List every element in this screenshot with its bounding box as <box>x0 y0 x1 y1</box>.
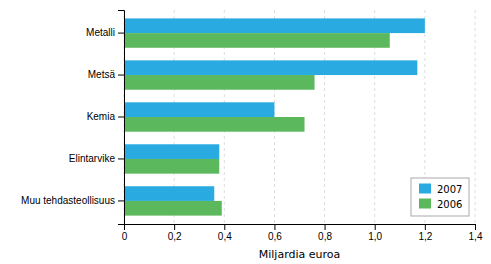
y-tick-mark <box>118 33 124 34</box>
x-tick-label: 0,6 <box>268 231 282 242</box>
x-tick: 1,4 <box>469 224 483 242</box>
series <box>124 33 390 216</box>
bar <box>124 33 390 48</box>
x-tick: 0,4 <box>218 224 232 242</box>
y-tick-mark <box>118 158 124 159</box>
x-axis: 0 0,2 0,4 0,6 0,8 1,0 1,2 1,4 <box>122 224 483 242</box>
y-tick: Metalli <box>86 27 124 38</box>
grid-line <box>475 10 476 224</box>
legend-item: 2007 <box>419 184 462 195</box>
y-tick: Kemia <box>87 111 124 122</box>
x-tick-mark <box>274 224 275 230</box>
x-tick-label: 0,8 <box>318 231 332 242</box>
bar <box>124 117 305 132</box>
x-tick: 0,2 <box>168 224 182 242</box>
x-axis-title: Miljardia euroa <box>259 248 341 261</box>
x-tick: 1,0 <box>368 224 382 242</box>
bar <box>124 102 274 117</box>
x-tick: 0,8 <box>318 224 332 242</box>
bars <box>124 18 425 215</box>
legend-label: 2007 <box>437 184 462 195</box>
y-tick-mark <box>118 200 124 201</box>
y-axis-line <box>118 11 125 225</box>
x-tick-label: 0 <box>122 231 128 242</box>
legend-swatch <box>419 184 431 194</box>
bar <box>124 201 222 216</box>
bar <box>124 75 315 90</box>
y-tick-label: Elintarvike <box>69 153 116 164</box>
x-tick: 1,2 <box>418 224 432 242</box>
y-tick-mark <box>118 75 124 76</box>
grid <box>124 10 475 224</box>
y-tick: Muu tehdasteollisuus <box>21 195 124 206</box>
x-tick-label: 0,2 <box>168 231 182 242</box>
legend-swatch <box>419 199 431 209</box>
plot: 0 0,2 0,4 0,6 0,8 1,0 1,2 1,4 Muu tehdasteollisu… <box>21 10 483 242</box>
x-axis-line <box>125 225 476 231</box>
legend-frame <box>411 178 469 216</box>
bar <box>124 186 214 201</box>
series <box>124 18 425 201</box>
y-tick-mark <box>118 117 124 118</box>
legend-item: 2006 <box>419 199 462 210</box>
chart: 0 0,2 0,4 0,6 0,8 1,0 1,2 1,4 Muu tehdasteollisu… <box>0 0 491 264</box>
x-tick-label: 1,0 <box>368 231 382 242</box>
y-tick: Elintarvike <box>69 153 124 164</box>
y-tick-label: Muu tehdasteollisuus <box>21 195 115 206</box>
x-tick: 0,6 <box>268 224 282 242</box>
x-tick-label: 1,2 <box>418 231 432 242</box>
x-tick-mark <box>325 224 326 230</box>
legend: 2007 2006 <box>411 178 469 216</box>
bar <box>124 60 417 75</box>
x-tick-mark <box>174 224 175 230</box>
y-tick-label: Kemia <box>87 111 116 122</box>
y-tick-label: Metsä <box>88 69 116 80</box>
x-tick-label: 0,4 <box>218 231 232 242</box>
bar <box>124 18 425 33</box>
bar <box>124 144 219 159</box>
bar <box>124 159 219 174</box>
chart-container: 0 0,2 0,4 0,6 0,8 1,0 1,2 1,4 Muu tehdasteollisu… <box>0 0 491 264</box>
x-tick: 0 <box>122 224 128 242</box>
x-tick-mark <box>375 224 376 230</box>
legend-label: 2006 <box>437 199 462 210</box>
x-tick-label: 1,4 <box>469 231 483 242</box>
x-tick-mark <box>475 224 476 230</box>
y-tick-label: Metalli <box>86 27 115 38</box>
x-tick-mark <box>425 224 426 230</box>
y-tick: Metsä <box>88 69 124 80</box>
x-tick-mark <box>224 224 225 230</box>
y-axis: Muu tehdasteollisuus Elintarvike Kemia Mets… <box>21 11 124 225</box>
